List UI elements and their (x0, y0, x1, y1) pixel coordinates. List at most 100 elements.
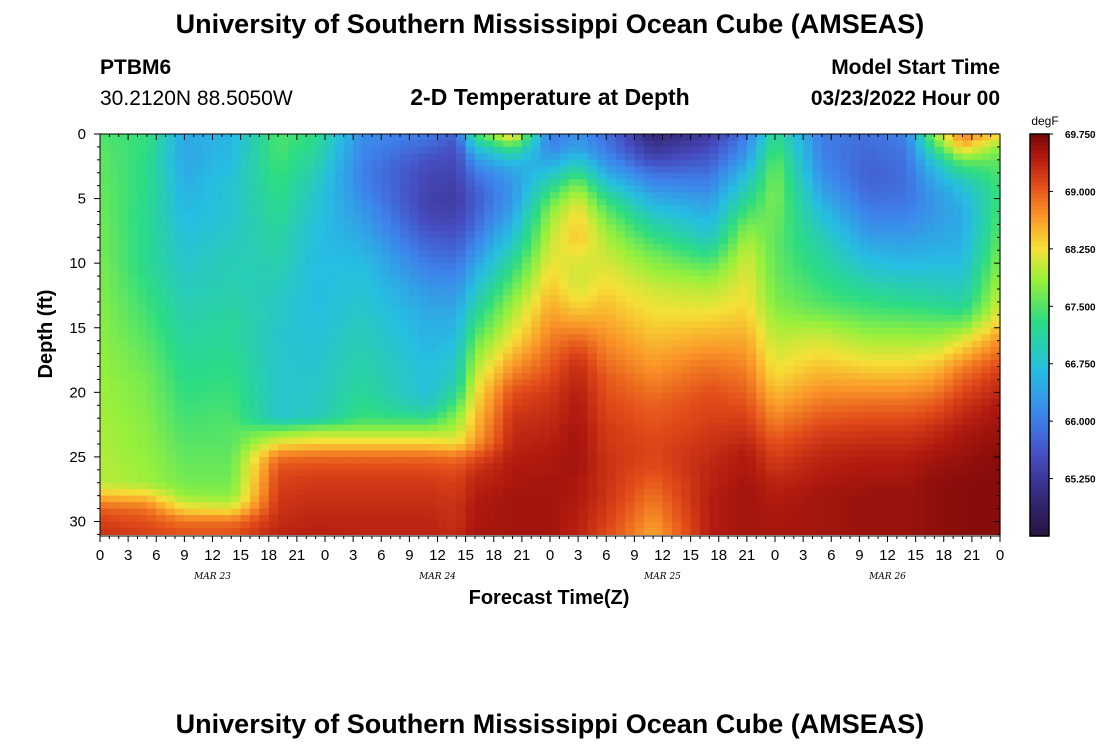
heatmap-cell (390, 301, 401, 309)
heatmap-cell (175, 347, 185, 355)
heatmap-cell (456, 508, 467, 516)
heatmap-cell (606, 192, 617, 200)
heatmap-cell (671, 301, 682, 309)
heatmap-cell (456, 172, 467, 180)
heatmap-cell (221, 172, 232, 180)
heatmap-cell (240, 289, 251, 297)
heatmap-cell (231, 444, 242, 452)
heatmap-cell (231, 211, 242, 219)
heatmap-cell (306, 366, 317, 374)
heatmap-cell (521, 237, 532, 245)
heatmap-cell (409, 250, 420, 258)
heatmap-cell (775, 353, 785, 361)
heatmap-cell (203, 521, 214, 529)
heatmap-cell (221, 166, 232, 174)
heatmap-cell (231, 153, 242, 161)
heatmap-cell (353, 515, 364, 523)
heatmap-cell (212, 508, 223, 516)
heatmap-cell (475, 469, 485, 477)
heatmap-cell (100, 385, 110, 393)
heatmap-cell (306, 198, 317, 206)
heatmap-cell (503, 172, 514, 180)
heatmap-cell (400, 263, 410, 271)
heatmap-cell (456, 179, 467, 187)
heatmap-cell (250, 508, 260, 516)
heatmap-cell (728, 153, 739, 161)
heatmap-cell (821, 243, 832, 251)
heatmap-cell (793, 198, 804, 206)
heatmap-cell (259, 450, 270, 458)
heatmap-cell (390, 237, 401, 245)
heatmap-cell (775, 444, 785, 452)
heatmap-cell (700, 237, 710, 245)
heatmap-cell (221, 456, 232, 464)
heatmap-cell (765, 437, 776, 445)
heatmap-cell (475, 269, 485, 277)
heatmap-cell (821, 205, 832, 213)
heatmap-cell (662, 366, 673, 374)
heatmap-cell (737, 463, 748, 471)
heatmap-cell (353, 360, 364, 368)
heatmap-cell (259, 469, 270, 477)
heatmap-cell (756, 379, 767, 387)
heatmap-cell (812, 263, 823, 271)
heatmap-cell (240, 360, 251, 368)
heatmap-cell (146, 282, 157, 290)
heatmap-cell (484, 211, 495, 219)
heatmap-cell (550, 521, 560, 529)
heatmap-cell (278, 450, 289, 458)
heatmap-cell (634, 153, 645, 161)
heatmap-cell (709, 224, 720, 232)
heatmap-cell (409, 521, 420, 529)
heatmap-cell (118, 353, 129, 361)
heatmap-cell (634, 166, 645, 174)
heatmap-cell (184, 347, 195, 355)
heatmap-cell (278, 456, 289, 464)
heatmap-cell (465, 347, 476, 355)
heatmap-cell (475, 366, 485, 374)
heatmap-cell (578, 217, 589, 226)
heatmap-cell (240, 159, 251, 167)
heatmap-cell (146, 308, 157, 316)
heatmap-cell (728, 198, 739, 206)
heatmap-cell (775, 502, 785, 510)
heatmap-cell (803, 444, 814, 452)
heatmap-cell (587, 140, 598, 148)
heatmap-cell (671, 418, 682, 426)
heatmap-cell (231, 366, 242, 374)
heatmap-cell (821, 431, 832, 439)
heatmap-cell (521, 211, 532, 219)
heatmap-cell (690, 289, 701, 297)
heatmap-cell (400, 334, 410, 342)
heatmap-cell (371, 295, 382, 303)
heatmap-cell (784, 185, 795, 193)
heatmap-cell (165, 321, 176, 329)
heatmap-cell (850, 263, 860, 271)
heatmap-cell (165, 179, 176, 187)
heatmap-cell (568, 418, 579, 426)
heatmap-cell (831, 385, 842, 393)
heatmap-cell (146, 469, 157, 477)
heatmap-cell (137, 237, 148, 245)
heatmap-cell (746, 276, 757, 284)
heatmap-cell (437, 405, 448, 413)
heatmap-cell (259, 515, 270, 523)
heatmap-cell (737, 321, 748, 329)
heatmap-cell (709, 463, 720, 471)
heatmap-cell (812, 385, 823, 393)
heatmap-cell (821, 353, 832, 361)
heatmap-cell (212, 314, 223, 322)
heatmap-cell (109, 527, 120, 536)
heatmap-cell (493, 502, 504, 510)
heatmap-cell (587, 489, 598, 497)
heatmap-cell (390, 469, 401, 477)
heatmap-cell (446, 463, 457, 471)
heatmap-cell (690, 282, 701, 290)
heatmap-cell (578, 340, 589, 348)
heatmap-cell (212, 237, 223, 245)
heatmap-cell (821, 321, 832, 329)
heatmap-cell (325, 282, 335, 290)
heatmap-cell (709, 489, 720, 497)
heatmap-cell (278, 444, 289, 452)
heatmap-cell (428, 295, 439, 303)
